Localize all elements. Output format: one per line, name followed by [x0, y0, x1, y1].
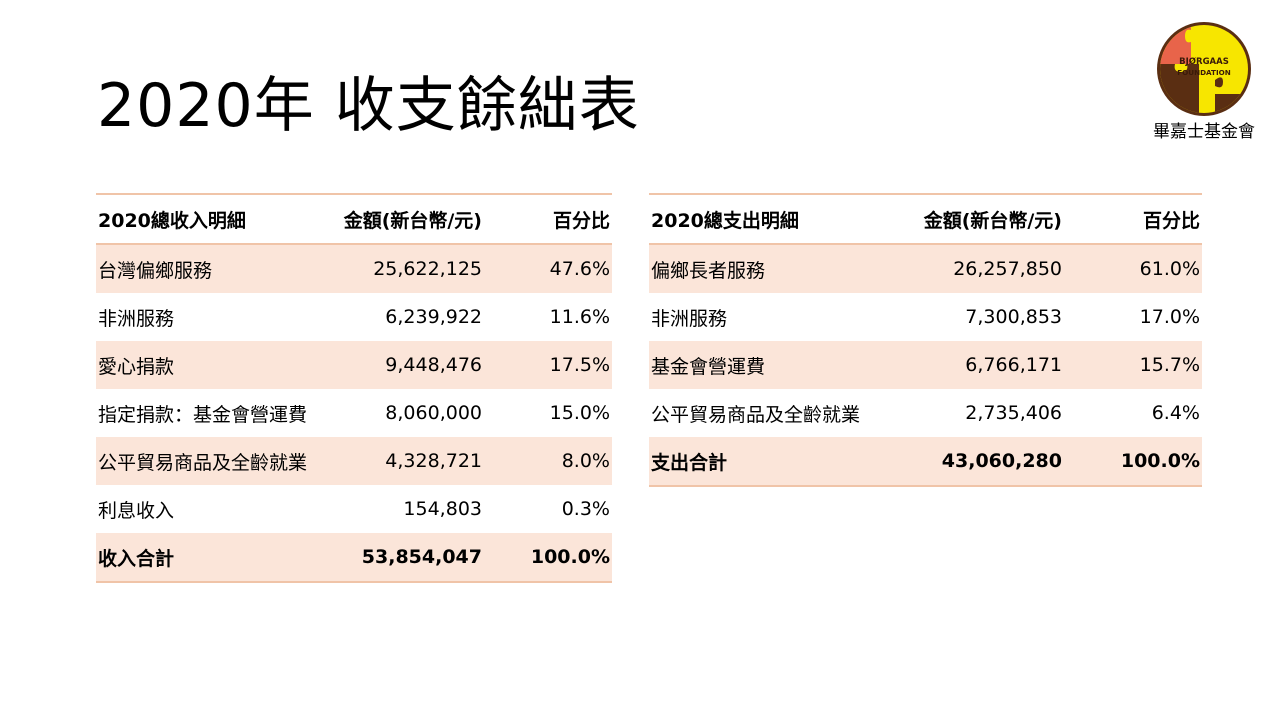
- table-row: 台灣偏鄉服務 25,622,125 47.6%: [96, 244, 612, 293]
- expense-header-percent: 百分比: [1064, 193, 1202, 245]
- income-total-row: 收入合計 53,854,047 100.0%: [96, 533, 612, 583]
- foundation-logo: BJØRGAAS FOUNDATION 畢嘉士基金會: [1146, 20, 1262, 150]
- total-amount: 53,854,047: [322, 533, 484, 583]
- row-label: 非洲服務: [98, 307, 175, 330]
- row-amount: 6,766,171: [899, 341, 1064, 389]
- expense-header-item: 2020總支出明細: [649, 193, 899, 245]
- row-percent: 17.0%: [1139, 306, 1200, 328]
- expense-header-amount: 金額(新台幣/元): [899, 193, 1064, 245]
- row-amount: 6,239,922: [385, 306, 482, 328]
- row-percent: 11.6%: [549, 306, 610, 328]
- row-label: 台灣偏鄉服務: [96, 244, 322, 293]
- row-amount: 25,622,125: [322, 244, 484, 293]
- table-row: 非洲服務 6,239,922 11.6%: [96, 293, 612, 341]
- row-percent: 6.4%: [1151, 402, 1200, 424]
- page-title: 2020年 收支餘絀表: [97, 71, 640, 141]
- table-row: 指定捐款：基金會營運費 8,060,000 15.0%: [96, 389, 612, 437]
- logo-caption: 畢嘉士基金會: [1153, 122, 1255, 142]
- total-amount: 43,060,280: [899, 437, 1064, 487]
- row-percent: 61.0%: [1064, 244, 1202, 293]
- row-label: 非洲服務: [651, 307, 728, 330]
- row-amount: 26,257,850: [899, 244, 1064, 293]
- row-percent: 47.6%: [484, 244, 612, 293]
- row-label: 偏鄉長者服務: [649, 244, 899, 293]
- total-percent: 100.0%: [484, 533, 612, 583]
- row-label: 公平貿易商品及全齡就業: [651, 403, 861, 426]
- expense-table: 2020總支出明細 金額(新台幣/元) 百分比 偏鄉長者服務 26,257,85…: [649, 193, 1202, 487]
- table-row: 公平貿易商品及全齡就業 4,328,721 8.0%: [96, 437, 612, 485]
- row-label: 基金會營運費: [649, 341, 899, 389]
- income-header-row: 2020總收入明細 金額(新台幣/元) 百分比: [96, 193, 612, 245]
- table-row: 利息收入 154,803 0.3%: [96, 485, 612, 533]
- row-label: 利息收入: [98, 499, 175, 522]
- expense-total-row: 支出合計 43,060,280 100.0%: [649, 437, 1202, 487]
- logo-text-line2: FOUNDATION: [1177, 68, 1231, 77]
- income-header-percent: 百分比: [484, 193, 612, 245]
- row-amount: 4,328,721: [322, 437, 484, 485]
- table-row: 非洲服務 7,300,853 17.0%: [649, 293, 1202, 341]
- row-percent: 15.0%: [549, 402, 610, 424]
- income-header-item: 2020總收入明細: [96, 193, 322, 245]
- row-amount: 7,300,853: [965, 306, 1062, 328]
- row-label: 公平貿易商品及全齡就業: [96, 437, 322, 485]
- row-amount: 8,060,000: [385, 402, 482, 424]
- income-table: 2020總收入明細 金額(新台幣/元) 百分比 台灣偏鄉服務 25,622,12…: [96, 193, 612, 583]
- puzzle-logo-icon: BJØRGAAS FOUNDATION: [1157, 22, 1251, 116]
- logo-text-line1: BJØRGAAS: [1179, 56, 1229, 67]
- row-percent: 0.3%: [561, 498, 610, 520]
- table-row: 偏鄉長者服務 26,257,850 61.0%: [649, 244, 1202, 293]
- row-percent: 17.5%: [484, 341, 612, 389]
- row-amount: 9,448,476: [322, 341, 484, 389]
- total-label: 支出合計: [649, 437, 899, 487]
- row-label: 指定捐款：基金會營運費: [98, 403, 308, 426]
- row-amount: 154,803: [403, 498, 482, 520]
- total-label: 收入合計: [96, 533, 322, 583]
- table-row: 公平貿易商品及全齡就業 2,735,406 6.4%: [649, 389, 1202, 437]
- row-amount: 2,735,406: [965, 402, 1062, 424]
- table-row: 愛心捐款 9,448,476 17.5%: [96, 341, 612, 389]
- total-percent: 100.0%: [1064, 437, 1202, 487]
- row-label: 愛心捐款: [96, 341, 322, 389]
- row-percent: 15.7%: [1064, 341, 1202, 389]
- income-header-amount: 金額(新台幣/元): [322, 193, 484, 245]
- expense-header-row: 2020總支出明細 金額(新台幣/元) 百分比: [649, 193, 1202, 245]
- table-row: 基金會營運費 6,766,171 15.7%: [649, 341, 1202, 389]
- row-percent: 8.0%: [484, 437, 612, 485]
